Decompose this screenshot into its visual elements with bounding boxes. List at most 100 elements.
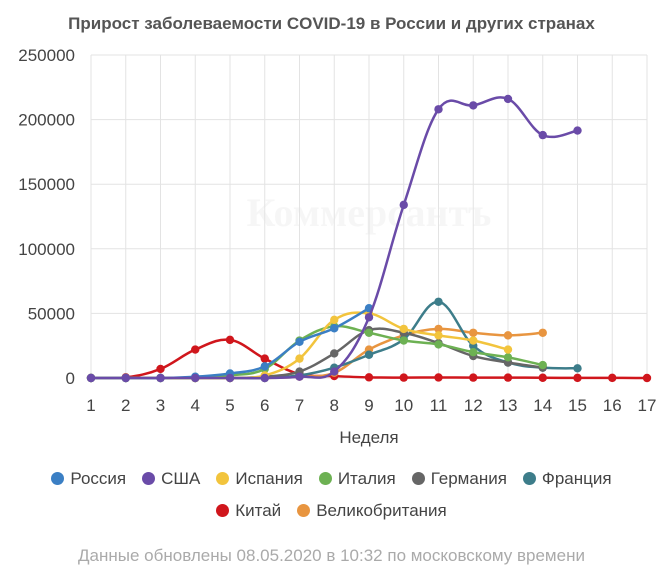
x-tick-label: 8 [330,396,339,415]
data-point [225,373,235,383]
data-point [330,367,339,376]
data-point [86,373,96,383]
legend-marker-icon [142,472,156,485]
data-point [330,324,339,333]
data-point [469,373,478,382]
legend: Россия США Испания Италия Германия Франция Кит… [20,463,643,527]
data-point [295,354,304,363]
x-tick-label: 6 [260,396,269,415]
legend-label: Германия [430,469,507,488]
legend-label: Великобритания [316,501,447,520]
data-point [503,331,513,340]
footnote: Данные обновлены 08.05.2020 в 10:32 по м… [78,546,585,565]
data-point [538,130,547,140]
data-point [330,349,339,358]
legend-marker-icon [297,504,311,517]
data-point [399,324,408,334]
legend-item[interactable]: Италия [318,463,396,495]
legend-label: Франция [541,469,612,488]
x-tick-label: 4 [191,396,200,415]
x-tick-label: 14 [533,396,552,415]
legend-item[interactable]: Испания [216,463,303,495]
x-tick-label: 7 [295,396,304,415]
grid [90,54,648,379]
data-point [121,373,130,383]
data-point [434,297,443,306]
series-2 [86,94,582,383]
chart-title: Прирост заболеваемости COVID-19 в России… [68,14,595,33]
data-point [434,373,443,382]
data-point [642,373,652,383]
data-point [538,328,547,337]
x-tick-label: 13 [499,396,518,415]
data-point [399,200,408,210]
legend-marker-icon [51,472,65,485]
data-point [399,336,408,345]
legend-marker-icon [216,504,230,517]
legend-item[interactable]: Великобритания [297,495,447,527]
data-point [156,364,165,374]
data-point [364,313,374,322]
data-point [503,94,513,104]
y-tick-label: 50000 [28,304,75,323]
x-tick-label: 2 [121,396,130,415]
legend-label: Италия [337,469,396,488]
data-point [330,315,339,325]
data-point [156,373,165,383]
data-point [503,373,513,382]
data-point [434,340,443,349]
x-tick-label: 17 [638,396,657,415]
data-point [260,362,269,371]
series-line [89,96,579,380]
y-tick-label: 0 [66,369,75,388]
legend-item[interactable]: Франция [522,463,612,495]
data-point [469,336,478,345]
data-point [538,360,547,370]
data-point [469,347,478,357]
x-tick-label: 5 [225,396,234,415]
x-tick-label: 11 [430,396,448,415]
x-tick-label: 3 [156,396,165,415]
data-point [225,335,235,345]
legend-item[interactable]: Россия [51,463,126,495]
data-point [260,354,269,363]
legend-marker-icon [411,472,425,485]
data-point [469,101,478,110]
legend-marker-icon [216,472,230,485]
data-point [503,345,513,354]
data-point [469,328,478,337]
data-point [434,105,443,114]
chart-area: Коммерсантъ 0500001000001500002000002500… [18,46,656,447]
data-point [503,353,513,362]
legend-item[interactable]: США [142,463,200,495]
data-point [260,373,269,383]
x-axis-label: Неделя [339,428,398,447]
legend-marker-icon [318,472,332,485]
data-point [608,373,617,383]
x-tick-label: 9 [364,396,373,415]
data-point [364,350,374,359]
data-point [434,331,443,340]
data-point [295,337,304,347]
x-tick-label: 10 [394,396,413,415]
x-tick-label: 16 [603,396,622,415]
legend-label: Китай [235,501,282,520]
x-tick-label: 15 [568,396,587,415]
data-point [573,364,582,373]
legend-item[interactable]: Германия [411,463,507,495]
legend-label: США [161,469,201,488]
data-point [295,372,304,381]
y-tick-label: 250000 [18,46,75,65]
legend-item[interactable]: Китай [216,495,281,527]
data-point [364,328,374,337]
series-lines [86,94,652,383]
legend-label: Россия [70,469,127,488]
legend-label: Испания [235,469,303,488]
data-point [573,126,582,135]
data-point [399,373,408,382]
data-point [191,373,200,383]
x-tick-label: 12 [464,396,483,415]
data-point [364,373,374,382]
data-point [191,345,200,354]
